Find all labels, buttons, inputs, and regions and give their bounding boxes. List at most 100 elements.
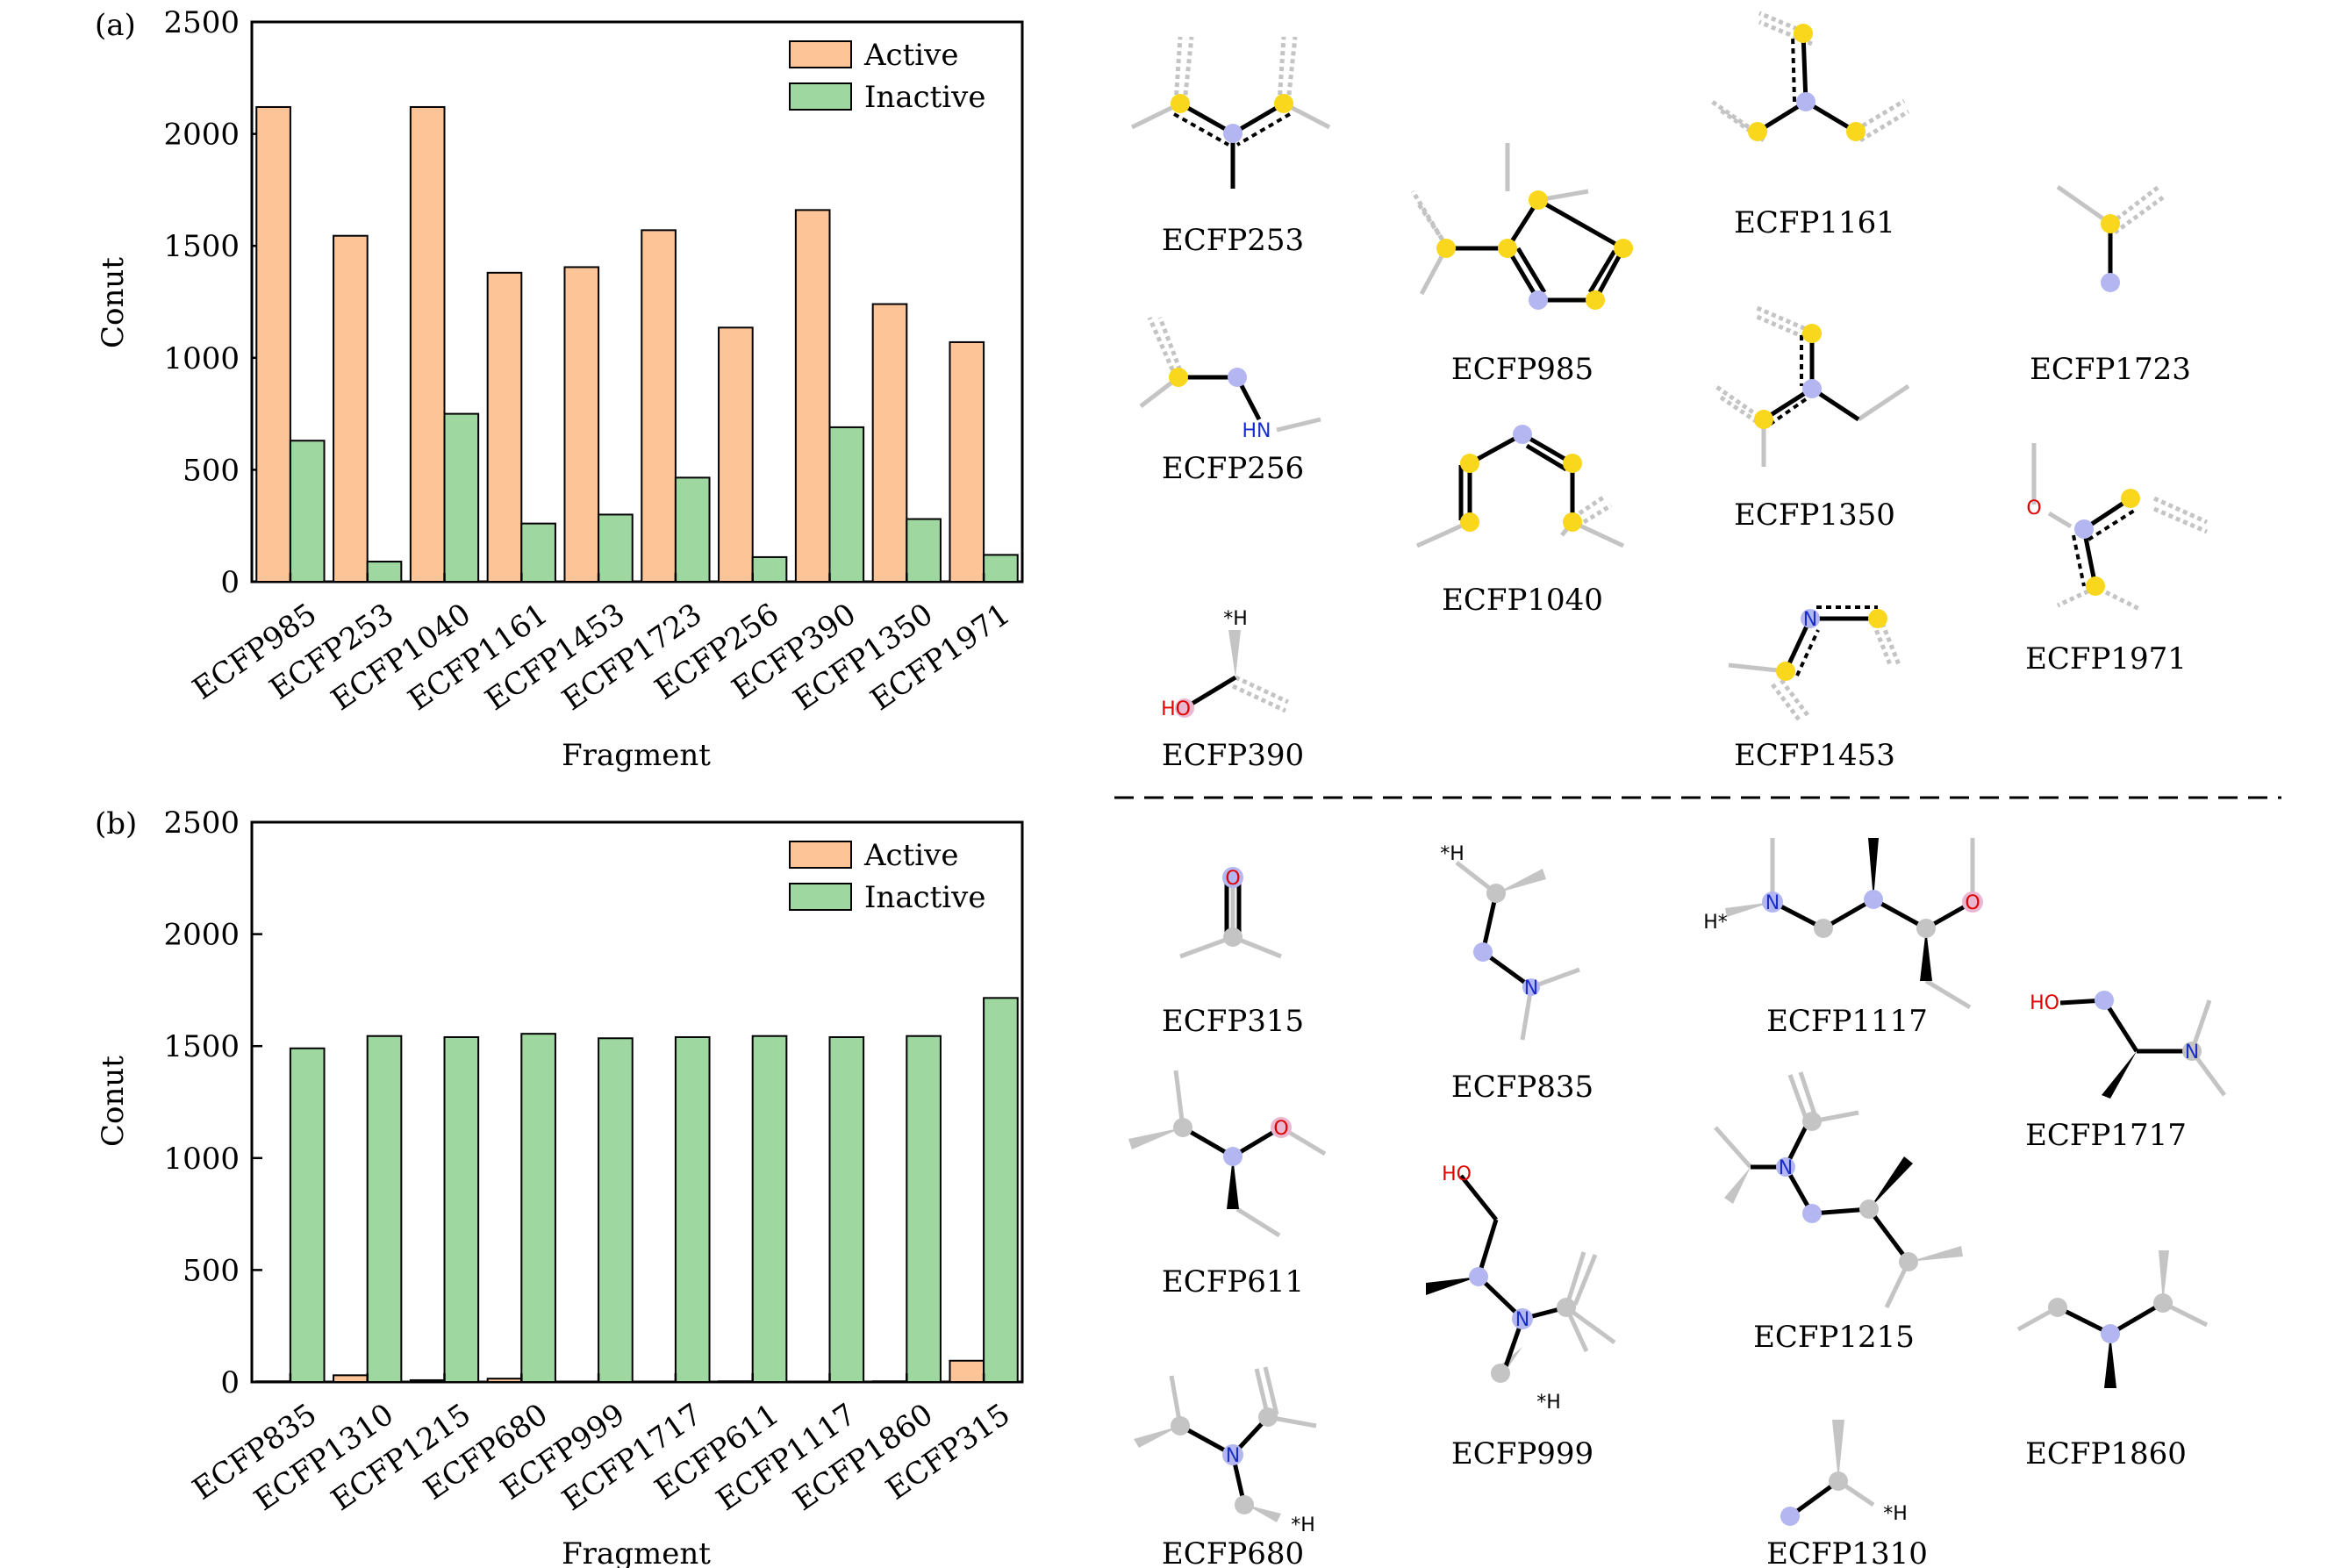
y-tick-label: 2500 bbox=[163, 5, 240, 40]
fragment-label: ECFP1971 bbox=[2025, 641, 2187, 677]
x-axis-label-b: Fragment bbox=[562, 1536, 711, 1568]
bar-active bbox=[333, 1374, 369, 1383]
bar-active bbox=[486, 271, 523, 583]
bar-active bbox=[486, 1378, 523, 1383]
atom-label: HO bbox=[1161, 698, 1191, 720]
atom-label: O bbox=[1273, 1118, 1288, 1140]
fragment-ecfp1350: ECFP1350 bbox=[1714, 304, 1910, 533]
fragment-label: ECFP1860 bbox=[2025, 1436, 2187, 1471]
atom-label: *H bbox=[1223, 608, 1248, 630]
bar-inactive bbox=[598, 513, 634, 583]
fragment-ecfp999: HO N *H ECFP999 bbox=[1426, 1163, 1616, 1471]
bar-inactive bbox=[520, 522, 556, 584]
bar-inactive bbox=[906, 518, 942, 584]
fragment-ecfp390: *H HO ECFP390 bbox=[1161, 608, 1304, 773]
bar-inactive bbox=[443, 1035, 480, 1383]
bar-active bbox=[563, 266, 600, 583]
atom-label: N bbox=[1524, 977, 1538, 999]
bar-inactive bbox=[443, 412, 480, 583]
fragment-ecfp256: HN ECFP256 bbox=[1139, 316, 1321, 486]
y-tick-label: 0 bbox=[220, 565, 240, 600]
bar-active bbox=[718, 1380, 754, 1383]
fragment-label: ECFP1717 bbox=[2025, 1118, 2187, 1153]
fragment-ecfp1860: ECFP1860 bbox=[2016, 1250, 2209, 1471]
fragment-label: ECFP1310 bbox=[1766, 1536, 1928, 1568]
atom-label: N bbox=[1515, 1309, 1529, 1331]
bar-inactive bbox=[906, 1035, 942, 1383]
bar-active bbox=[871, 303, 908, 583]
atom-label: N bbox=[2185, 1042, 2199, 1063]
bar-chart-a: (a) 05001000150020002500ECFP985ECFP253EC… bbox=[95, 5, 1024, 773]
atom-label: O bbox=[1225, 868, 1240, 890]
fragment-ecfp1117: H* N O ECFP1117 bbox=[1703, 838, 1983, 1039]
atom-label: N bbox=[1803, 609, 1817, 631]
fragment-label: ECFP1215 bbox=[1753, 1320, 1915, 1355]
legend-label-active: Active bbox=[863, 38, 958, 73]
fragment-ecfp1215: N ECFP1215 bbox=[1714, 1071, 1963, 1355]
legend-label-active: Active bbox=[863, 838, 958, 873]
bar-inactive bbox=[828, 1035, 865, 1383]
legend-swatch-active bbox=[789, 841, 852, 869]
fragment-label: ECFP611 bbox=[1162, 1264, 1304, 1300]
bar-active bbox=[409, 1378, 446, 1383]
fragment-label: ECFP1723 bbox=[2030, 352, 2191, 387]
atom-label: *H bbox=[1883, 1503, 1908, 1525]
bar-active bbox=[409, 105, 446, 583]
fragment-ecfp1310: *H ECFP1310 bbox=[1766, 1420, 1928, 1568]
bar-inactive bbox=[674, 476, 711, 583]
fragment-ecfp1161: ECFP1161 bbox=[1709, 11, 1910, 240]
y-tick-label: 500 bbox=[183, 453, 240, 488]
fragment-label: ECFP253 bbox=[1162, 223, 1304, 258]
fragment-label: ECFP680 bbox=[1162, 1536, 1304, 1568]
bar-active bbox=[949, 340, 985, 583]
fragment-label: ECFP999 bbox=[1451, 1436, 1593, 1471]
y-tick-label: 0 bbox=[220, 1365, 240, 1400]
fragment-grid-bottom: O ECFP315 *H N ECFP835 bbox=[1128, 838, 2227, 1568]
bar-active bbox=[949, 1359, 985, 1383]
y-tick-label: 1500 bbox=[163, 229, 240, 264]
atom-label: O bbox=[2026, 498, 2041, 519]
fragment-label: ECFP256 bbox=[1162, 451, 1304, 486]
y-axis-label-b: Conut bbox=[96, 1056, 131, 1147]
y-tick-label: 2000 bbox=[163, 918, 240, 953]
fragment-ecfp253: ECFP253 bbox=[1130, 36, 1331, 258]
bar-inactive bbox=[983, 997, 1019, 1384]
fragment-ecfp611: O ECFP611 bbox=[1128, 1070, 1327, 1300]
bar-chart-b: (b) 05001000150020002500ECFP835ECFP1310E… bbox=[95, 805, 1024, 1568]
fragment-label: ECFP835 bbox=[1451, 1070, 1593, 1105]
bar-inactive bbox=[751, 555, 788, 583]
legend-swatch-inactive bbox=[789, 82, 852, 111]
fragment-label: ECFP1117 bbox=[1766, 1004, 1928, 1039]
fragment-ecfp1040: ECFP1040 bbox=[1415, 425, 1625, 618]
fragment-ecfp1717: HO N ECFP1717 bbox=[2025, 991, 2227, 1153]
legend-label-inactive: Inactive bbox=[864, 880, 986, 915]
fragment-label: ECFP315 bbox=[1162, 1004, 1304, 1039]
plot-frame bbox=[250, 20, 1024, 584]
fragment-ecfp1971: O ECFP1971 bbox=[2025, 443, 2209, 677]
fragment-ecfp985: ECFP985 bbox=[1410, 143, 1633, 387]
bar-inactive bbox=[366, 561, 403, 583]
atom-label: N bbox=[1779, 1157, 1793, 1179]
legend-swatch-inactive bbox=[789, 883, 852, 911]
bar-active bbox=[794, 209, 831, 583]
fragment-grid-top: ECFP253 ECFP985 bbox=[1130, 11, 2209, 773]
y-tick-label: 500 bbox=[183, 1253, 240, 1288]
bar-active bbox=[641, 229, 677, 583]
y-tick-label: 1500 bbox=[163, 1029, 240, 1064]
plot-frame bbox=[250, 820, 1024, 1384]
fragment-label: ECFP1161 bbox=[1734, 205, 1895, 240]
legend-label-inactive: Inactive bbox=[864, 80, 986, 115]
bar-inactive bbox=[289, 1047, 326, 1383]
y-tick-label: 2500 bbox=[163, 805, 240, 841]
bar-active bbox=[718, 326, 754, 583]
bar-inactive bbox=[751, 1035, 788, 1383]
y-axis-label-a: Conut bbox=[96, 257, 131, 348]
fragment-ecfp1453: N ECFP1453 bbox=[1728, 605, 1902, 773]
bar-inactive bbox=[289, 440, 326, 583]
fragment-ecfp680: N *H ECFP680 bbox=[1134, 1366, 1317, 1568]
atom-label: HO bbox=[1442, 1163, 1472, 1185]
fragment-ecfp315: O ECFP315 bbox=[1162, 867, 1304, 1039]
y-tick-label: 1000 bbox=[163, 341, 240, 376]
atom-label: O bbox=[1965, 892, 1980, 914]
